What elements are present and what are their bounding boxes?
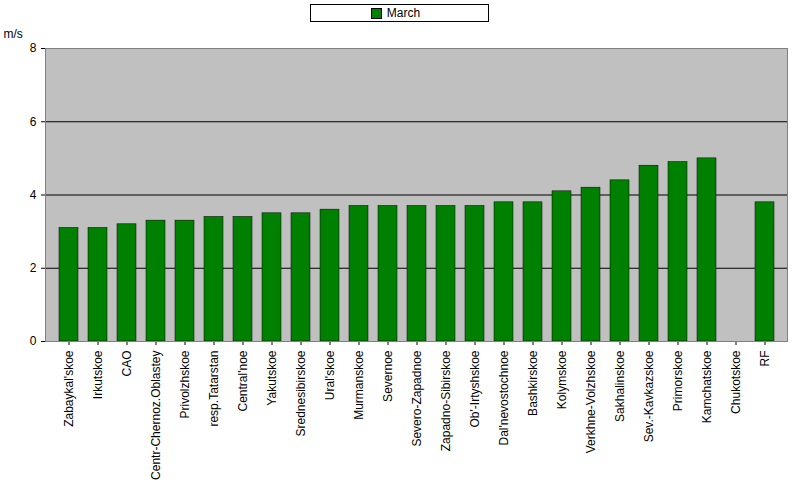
- svg-text:Murmanskoe: Murmanskoe: [352, 350, 366, 420]
- svg-text:4: 4: [30, 188, 37, 202]
- svg-text:Ural'skoe: Ural'skoe: [323, 350, 337, 400]
- svg-text:Central'noe: Central'noe: [236, 350, 250, 411]
- svg-text:Bashkirskoe: Bashkirskoe: [526, 350, 540, 416]
- html-text:March: March: [386, 6, 421, 20]
- svg-text:Kolymskoe: Kolymskoe: [555, 350, 569, 409]
- svg-text:Dal'nevostochnoe: Dal'nevostochnoe: [497, 350, 511, 445]
- svg-text:Sakhalinskoe: Sakhalinskoe: [613, 350, 627, 422]
- svg-text:6: 6: [30, 115, 37, 129]
- svg-text:8: 8: [30, 41, 37, 55]
- svg-text:m/s: m/s: [4, 27, 23, 41]
- svg-text:Chukotskoe: Chukotskoe: [729, 350, 743, 414]
- svg-text:Primorskoe: Primorskoe: [671, 350, 685, 411]
- svg-text:Zapadno-Sibirskoe: Zapadno-Sibirskoe: [439, 350, 453, 451]
- svg-text:Srednesibirskoe: Srednesibirskoe: [294, 350, 308, 436]
- svg-text:Sev.-Kavkazskoe: Sev.-Kavkazskoe: [642, 350, 656, 442]
- svg-text:Irkutskoe: Irkutskoe: [91, 350, 105, 399]
- svg-text:Privolzhskoe: Privolzhskoe: [178, 350, 192, 418]
- svg-text:2: 2: [30, 261, 37, 275]
- svg-text:0: 0: [30, 334, 37, 348]
- svg-text:Severnoe: Severnoe: [381, 350, 395, 402]
- svg-text:Zabaykal'skoe: Zabaykal'skoe: [62, 350, 76, 427]
- svg-text:Verkhne-Volzhskoe: Verkhne-Volzhskoe: [584, 350, 598, 453]
- svg-text:Severo-Zapadnoe: Severo-Zapadnoe: [410, 350, 424, 446]
- svg-text:RF: RF: [758, 351, 772, 367]
- svg-text:resp.Tatarstan: resp.Tatarstan: [207, 351, 221, 427]
- svg-text:Ob'-Irtyshskoe: Ob'-Irtyshskoe: [468, 350, 482, 427]
- svg-text:Centr-Chernoz.Oblastey: Centr-Chernoz.Oblastey: [149, 351, 163, 480]
- svg-text:Yakutskoe: Yakutskoe: [265, 350, 279, 405]
- svg-text:Kamchatskoe: Kamchatskoe: [700, 350, 714, 423]
- svg-text:CAO: CAO: [120, 351, 134, 377]
